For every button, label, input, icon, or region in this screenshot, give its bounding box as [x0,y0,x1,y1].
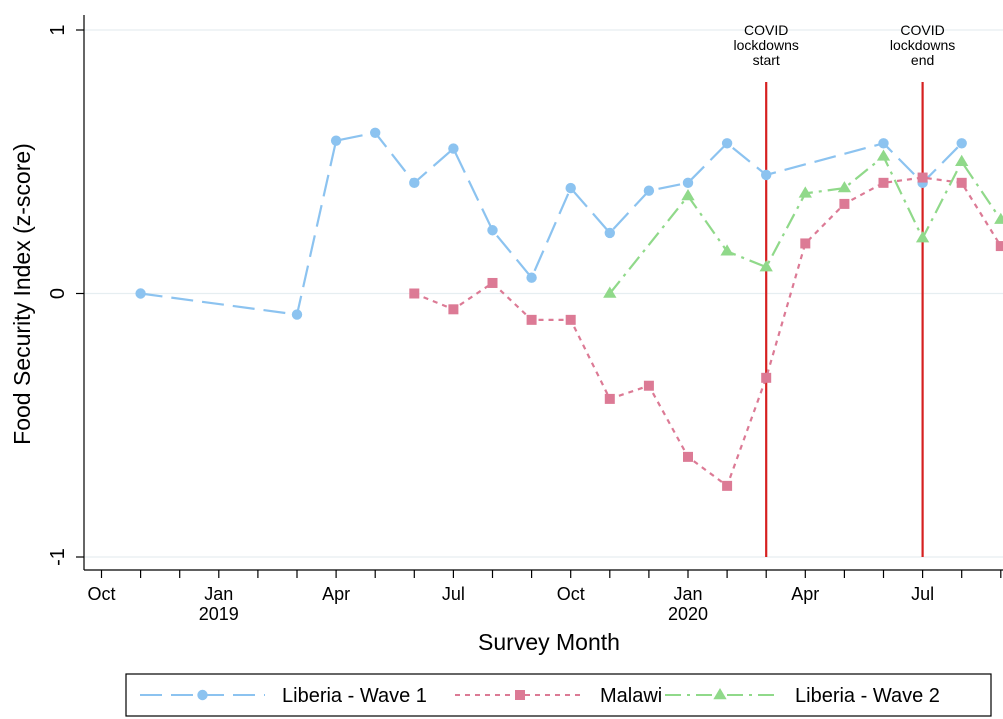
data-point [643,185,655,196]
y-ticks: -1 0 1 [47,24,84,566]
lockdown-label: lockdowns [890,37,955,53]
data-point [713,688,727,700]
data-point [956,138,967,149]
data-point [330,135,342,146]
series-line [608,155,1002,295]
data-point [837,181,852,193]
data-point [526,272,537,283]
data-point [956,177,967,188]
series-layer [135,127,1003,491]
x-tick-label: Jan [673,584,702,604]
data-point [197,689,208,701]
data-point [565,314,576,325]
y-tick-label: -1 [47,548,69,566]
legend-label: Liberia - Wave 1 [282,685,427,707]
y-tick-label: 1 [47,24,69,35]
data-point [878,177,889,188]
x-axis-title: Survey Month [478,629,620,655]
legend-item: Liberia - Wave 2 [665,685,940,707]
data-point [839,198,850,209]
series-liberia-wave-1 [135,127,967,320]
x-tick-label: Apr [322,584,350,604]
grid [84,29,1003,558]
y-axis-title: Food Security Index (z-score) [9,143,35,445]
data-point [291,309,303,320]
series-line [140,131,963,316]
x-tick-label: Oct [87,584,115,604]
legend: Liberia - Wave 1 Malawi Liberia - Wave 2 [125,673,992,717]
data-point [487,277,498,288]
legend-label: Liberia - Wave 2 [795,685,940,707]
data-point [798,186,812,198]
data-point [604,393,615,404]
data-point [681,189,695,201]
legend-label: Malawi [600,685,662,707]
legend-item: Liberia - Wave 1 [140,685,427,707]
data-point [515,690,525,700]
x-tick-label: Oct [557,584,585,604]
data-point [603,286,617,298]
lockdown-label: COVID [900,22,944,38]
data-point [761,372,772,383]
data-point [720,244,734,256]
data-point [722,480,733,491]
data-point [878,138,889,149]
x-tick-label: Jan [204,584,233,604]
data-point [721,138,733,149]
data-point [759,260,773,272]
data-point [448,304,459,315]
data-point [994,212,1003,224]
data-point [565,182,576,194]
data-point [135,288,146,299]
x-tick-label: Apr [791,584,819,604]
data-point [448,143,459,154]
x-tick-sublabel: 2020 [668,604,708,624]
data-point [915,231,930,243]
data-point [917,172,928,183]
x-tick-label: Jul [911,584,934,604]
data-point [370,127,381,138]
series-malawi [409,172,1003,491]
data-point [526,314,537,325]
x-tick-label: Jul [442,584,465,604]
x-tick-sublabel: 2019 [199,604,239,624]
lockdown-label: COVID [744,22,788,38]
y-tick-label: 0 [47,288,69,299]
data-point [955,154,969,166]
data-point [800,238,811,249]
data-point [682,177,694,189]
legend-item: Malawi [455,685,662,707]
data-point [761,169,772,181]
data-point [683,451,693,462]
data-point [487,225,498,236]
data-point [604,227,615,239]
lockdown-label: start [753,52,780,68]
data-point [409,288,420,299]
data-point [409,177,420,189]
lockdown-label: lockdowns [734,37,799,53]
series-liberia-wave-2 [603,149,1003,298]
lockdown-label: end [911,52,934,68]
data-point [995,241,1003,252]
data-point [876,149,891,161]
data-point [643,380,654,391]
